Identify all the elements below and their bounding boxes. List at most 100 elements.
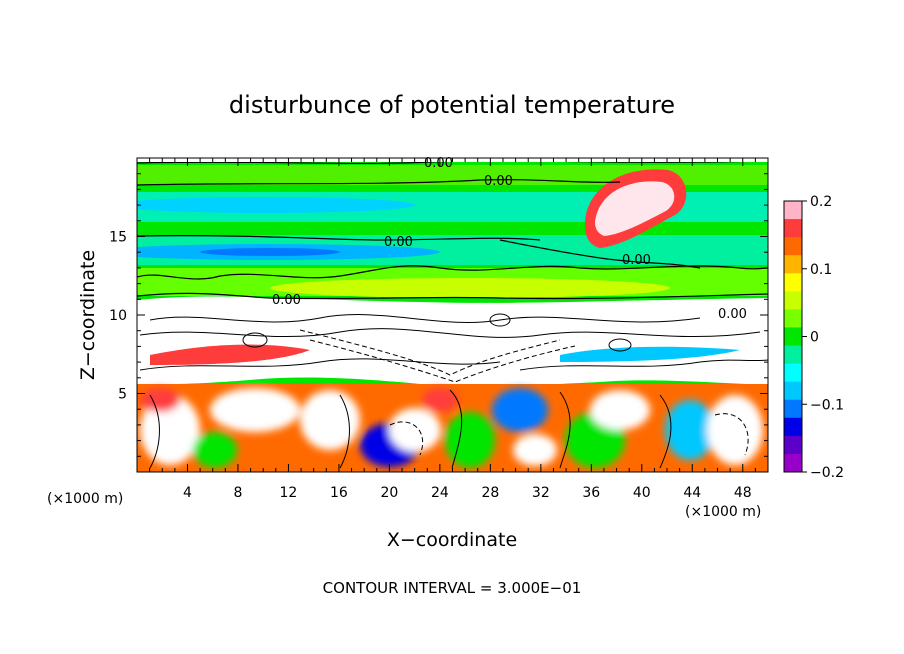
x-tick-label: 36: [582, 485, 600, 501]
colorbar-segment: [784, 255, 802, 274]
colorbar: 0.2 0.1 0 −0.1 −0.2: [783, 194, 844, 481]
blob: [707, 395, 763, 465]
contour-line: [499, 239, 701, 269]
blob: [140, 388, 180, 412]
colorbar-segment: [784, 273, 802, 292]
x-axis-label: X−coordinate: [387, 529, 517, 551]
contour-line: [149, 394, 160, 469]
turbulent-layer: [137, 296, 768, 387]
colorbar-segment: [784, 237, 802, 256]
blob: [492, 388, 548, 432]
contour-label: 0.00: [384, 235, 413, 250]
x-tick-label: 20: [380, 485, 398, 501]
contour-label: 0.00: [718, 307, 747, 322]
contour-line: [714, 413, 749, 456]
contour-loop: [242, 332, 268, 348]
contour-line: [137, 292, 768, 300]
blob: [513, 434, 557, 466]
contour-line: [449, 389, 463, 469]
contour-line: [139, 328, 761, 338]
x-tick-label: 12: [280, 485, 298, 501]
y-axis: 5 10 15: [109, 173, 768, 457]
cold-core-mid-inner: [200, 248, 340, 256]
x-tick-label: 16: [330, 485, 348, 501]
colorbar-segment: [784, 219, 802, 238]
colorbar-tick-label: −0.1: [810, 397, 844, 413]
colorbar-segment: [784, 309, 802, 328]
band-upper-green: [137, 165, 768, 185]
contour-line: [659, 394, 672, 469]
blob: [389, 408, 441, 452]
contour-line: [299, 329, 561, 376]
colorbar-segment: [784, 399, 802, 419]
field-bands: [137, 165, 768, 298]
colorbar-segment: [784, 435, 802, 455]
contour-label: 0.00: [424, 156, 453, 171]
x-unit-label: (×1000 m): [685, 504, 761, 520]
x-tick-label: 4: [183, 485, 192, 501]
zero-contours: [137, 160, 768, 300]
contour-loop: [489, 313, 511, 327]
plot-area: [137, 158, 768, 472]
chart-title: disturbunce of potential temperature: [229, 91, 675, 119]
x-tick-label: 44: [683, 485, 701, 501]
colorbar-segment: [784, 291, 802, 310]
colorbar-segment: [784, 363, 802, 383]
plume-anomaly: [585, 169, 687, 248]
y-axis-label: Z−coordinate: [77, 250, 99, 380]
contour-line: [309, 339, 576, 383]
contour-loop: [608, 338, 632, 352]
x-axis: 4 8 12 16 20 24 28 32 36 40 44 48: [149, 158, 756, 501]
blob: [210, 388, 300, 432]
blob: [445, 412, 495, 468]
colorbar-tick-label: 0.1: [810, 262, 832, 278]
blob: [665, 400, 715, 460]
y-tick-label: 15: [109, 230, 127, 246]
cold-core-upper: [137, 197, 415, 213]
contour-line: [137, 265, 768, 280]
blob: [590, 390, 650, 430]
x-tick-label: 40: [633, 485, 651, 501]
blob: [193, 432, 237, 468]
x-tick-label: 24: [431, 485, 449, 501]
turbulent-contours: [139, 313, 768, 383]
colorbar-segment: [784, 381, 802, 401]
x-tick-label: 28: [481, 485, 499, 501]
y-tick-label: 10: [109, 308, 127, 324]
y-tick-label: 5: [118, 387, 127, 403]
cold-streak: [560, 346, 740, 362]
x-tick-label: 32: [532, 485, 550, 501]
blob: [422, 388, 458, 412]
y-unit-label: (×1000 m): [47, 491, 123, 507]
contour-line: [149, 314, 701, 323]
lower-blobs: [140, 388, 763, 468]
blob: [140, 395, 200, 465]
plume-inner: [595, 181, 675, 236]
colorbar-segment: [784, 345, 802, 365]
colorbar-tick-label: 0.2: [810, 194, 832, 210]
colorbar-segment: [784, 453, 802, 473]
contour-line: [559, 391, 571, 469]
contour-labels: 0.00 0.00 0.00 0.00 0.00 0.00: [272, 156, 747, 322]
contour-line: [137, 234, 541, 241]
blob: [300, 390, 360, 450]
x-tick-label: 48: [734, 485, 752, 501]
contour-line: [389, 421, 424, 456]
contour-line: [137, 178, 621, 186]
colorbar-tick-label: −0.2: [810, 465, 844, 481]
lower-convection: [137, 384, 768, 472]
contour-label: 0.00: [622, 253, 651, 268]
contour-label: 0.00: [484, 174, 513, 189]
colorbar-segment: [784, 417, 802, 437]
turbulent-region: [137, 296, 768, 387]
contour-label: 0.00: [272, 293, 301, 308]
x-tick-label: 8: [233, 485, 242, 501]
colorbar-tick-label: 0: [810, 330, 819, 346]
warm-patch: [270, 278, 670, 298]
contour-line: [519, 359, 768, 371]
contour-interval-note: CONTOUR INTERVAL = 3.000E−01: [323, 579, 582, 597]
colorbar-segment: [784, 201, 802, 220]
colorbar-segment: [784, 327, 802, 347]
lower-contours: [149, 389, 749, 469]
